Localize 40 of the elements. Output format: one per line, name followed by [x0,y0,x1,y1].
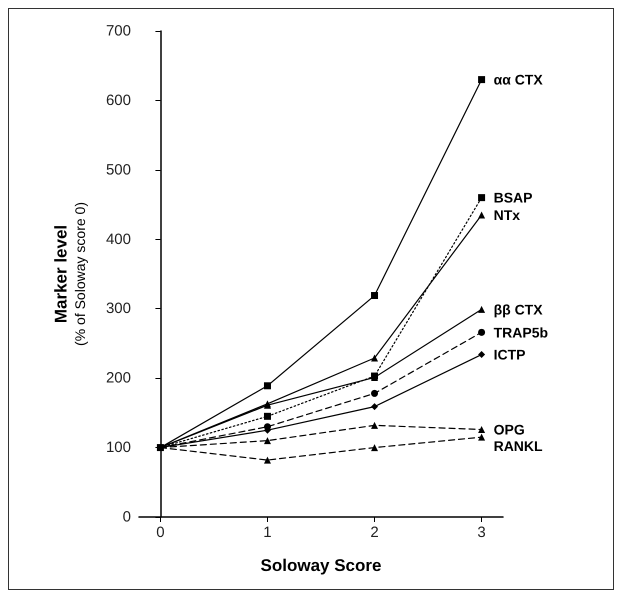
y-tick-label: 600 [106,92,131,109]
point [264,437,271,444]
point [478,328,486,336]
point [478,434,486,441]
series-label: ICTP [494,346,526,363]
series-label: NTx [494,206,520,223]
x-tick-label: 2 [370,524,379,541]
y-tick-label: 500 [106,161,131,178]
series-label: TRAP5b [494,324,548,340]
y-axis-title: Marker level (% of Soloway score 0) [52,202,88,346]
y-tick-label: 0 [122,508,131,526]
x-tick-label: 3 [477,524,486,541]
y-tick-label: 200 [106,370,131,387]
point [478,76,486,84]
y-tick-label: 100 [106,439,131,456]
point [478,194,486,202]
point [371,390,378,397]
point [478,211,486,218]
series-label: ββ CTX [494,301,544,318]
series-label: RANKL [494,438,544,454]
point [264,412,271,420]
point [371,292,378,300]
point [478,306,486,313]
point [478,351,486,358]
x-tick-label: 0 [156,524,165,541]
y-tick-label: 300 [106,300,131,318]
point [371,422,378,429]
series-label: BSAP [494,190,532,206]
point [371,403,378,410]
series-label: OPG [494,422,525,438]
point [478,426,486,434]
point [371,354,378,362]
x-tick-label: 1 [263,524,272,541]
y-tick-label: 400 [106,230,131,248]
point [371,444,378,452]
point [264,456,271,464]
x-axis-title: Soloway Score [260,556,382,575]
series-label: αα CTX [494,72,544,88]
y-tick-label: 700 [106,22,131,40]
point [264,382,271,390]
